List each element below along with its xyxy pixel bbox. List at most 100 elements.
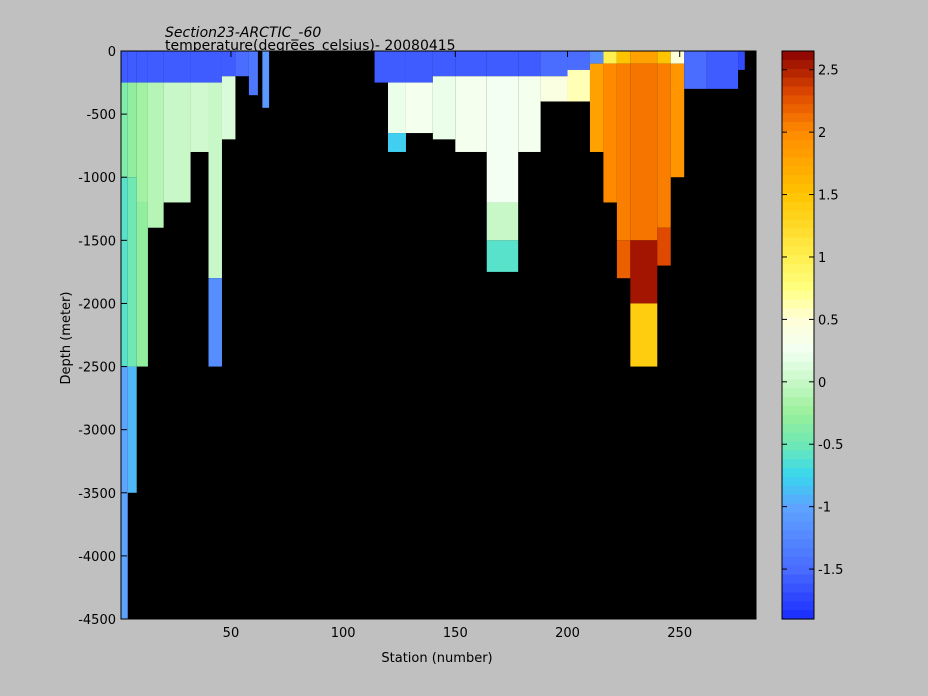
colorbar-band xyxy=(782,441,814,451)
y-tick-label: -4500 xyxy=(78,613,116,628)
y-tick-label: -3000 xyxy=(78,424,116,439)
x-tick-label: 50 xyxy=(223,626,240,641)
heatmap-cell xyxy=(657,51,671,64)
colorbar-band xyxy=(782,539,814,549)
heatmap-cell xyxy=(208,82,222,279)
y-tick-label: -2500 xyxy=(78,361,116,376)
colorbar-tick-label: 1 xyxy=(818,251,826,266)
heatmap-cell xyxy=(190,82,209,152)
colorbar-band xyxy=(782,130,814,141)
colorbar-band xyxy=(782,77,814,88)
heatmap-cell xyxy=(221,76,236,140)
heatmap-cell xyxy=(432,51,456,77)
heatmap-cell xyxy=(388,82,406,134)
colorbar-band xyxy=(782,246,814,256)
heatmap-cell xyxy=(684,51,707,89)
colorbar-tick-label: -0.5 xyxy=(818,438,843,453)
heatmap-cell xyxy=(589,63,604,152)
colorbar-band xyxy=(782,548,814,558)
colorbar-tick-label: -1 xyxy=(818,501,831,516)
colorbar-band xyxy=(782,423,814,434)
heatmap-cell xyxy=(388,51,406,83)
heatmap-cell xyxy=(486,240,519,272)
colorbar-gradient xyxy=(782,51,814,620)
x-axis-label: Station (number) xyxy=(381,651,492,666)
colorbar-band xyxy=(782,379,814,389)
colorbar-band xyxy=(782,574,814,585)
chart-title: Section23-ARCTIC_-60 xyxy=(165,25,321,41)
colorbar-band xyxy=(782,113,814,123)
heatmap-cell xyxy=(738,51,745,70)
colorbar-band xyxy=(782,290,814,301)
heatmap-cell xyxy=(567,51,590,70)
heatmap-cell xyxy=(374,51,389,83)
colorbar-band xyxy=(782,459,814,469)
colorbar-band xyxy=(782,468,814,478)
colorbar-band xyxy=(782,512,814,522)
heatmap-cell xyxy=(455,76,487,152)
colorbar-ticks: 2.5 2 1.5 1 0.5 0 -0.5 -1 -1.5 xyxy=(782,64,843,578)
colorbar-band xyxy=(782,166,814,176)
colorbar-tick-label: 1.5 xyxy=(818,189,839,204)
heatmap-cell xyxy=(121,177,128,367)
heatmap-cell xyxy=(388,133,406,152)
colorbar-band xyxy=(782,264,814,274)
colorbar-band xyxy=(782,388,814,398)
colorbar-band xyxy=(782,210,814,221)
colorbar-band xyxy=(782,157,814,167)
colorbar-band xyxy=(782,583,814,593)
colorbar-band xyxy=(782,122,814,132)
colorbar-band xyxy=(782,494,814,505)
heatmap-cell xyxy=(190,51,209,83)
y-axis-label: Depth (meter) xyxy=(59,292,74,385)
colorbar-band xyxy=(782,86,814,96)
colorbar-band xyxy=(782,104,814,114)
heatmap-cell xyxy=(163,51,191,83)
colorbar-band xyxy=(782,477,814,487)
heatmap-cell xyxy=(589,51,604,64)
colorbar-band xyxy=(782,193,814,203)
heatmap-cell xyxy=(136,82,148,203)
heatmap-cell xyxy=(486,51,519,77)
heatmap-cell xyxy=(540,76,568,102)
x-tick-label: 200 xyxy=(555,626,580,641)
colorbar-band xyxy=(782,237,814,247)
x-tick-label: 250 xyxy=(667,626,692,641)
heatmap-cell xyxy=(235,51,249,77)
colorbar-band xyxy=(782,432,814,443)
y-axis: 0 -500 -1000 -1500 -2000 -2500 -3000 -3500 -4000… xyxy=(78,45,756,628)
heatmap-cell xyxy=(405,51,433,83)
heatmap-cell xyxy=(486,76,519,203)
colorbar-band xyxy=(782,219,814,230)
heatmap-cell xyxy=(127,177,137,367)
colorbar-band xyxy=(782,184,814,194)
colorbar-band xyxy=(782,326,814,336)
colorbar-band xyxy=(782,201,814,212)
plot-frame xyxy=(120,50,757,620)
heatmap-cell xyxy=(136,51,148,83)
colorbar-band xyxy=(782,308,814,318)
plot-area xyxy=(120,50,757,620)
heatmap-cell xyxy=(603,63,617,203)
colorbar-tick-label: 0.5 xyxy=(818,313,839,328)
colorbar-band xyxy=(782,317,814,327)
heatmap-cell xyxy=(221,51,236,77)
heatmap-cell xyxy=(121,82,128,178)
x-axis: 50 100 150 200 250 xyxy=(223,51,692,641)
y-tick-label: -1000 xyxy=(78,171,116,186)
heatmap-cell xyxy=(630,240,658,304)
heatmap-cell xyxy=(670,63,685,178)
heatmap-cell xyxy=(432,76,456,140)
heatmap-cell xyxy=(567,69,590,102)
heatmap-cell xyxy=(616,51,631,64)
colorbar-band xyxy=(782,272,814,283)
colorbar-band xyxy=(782,530,814,540)
y-tick-label: -500 xyxy=(86,108,116,123)
colorbar-band xyxy=(782,228,814,238)
heatmap-cell xyxy=(248,51,258,96)
colorbar-band xyxy=(782,335,814,345)
colorbar-band xyxy=(782,592,814,602)
heatmap-cell xyxy=(603,51,617,64)
heatmap-cell xyxy=(518,76,541,152)
